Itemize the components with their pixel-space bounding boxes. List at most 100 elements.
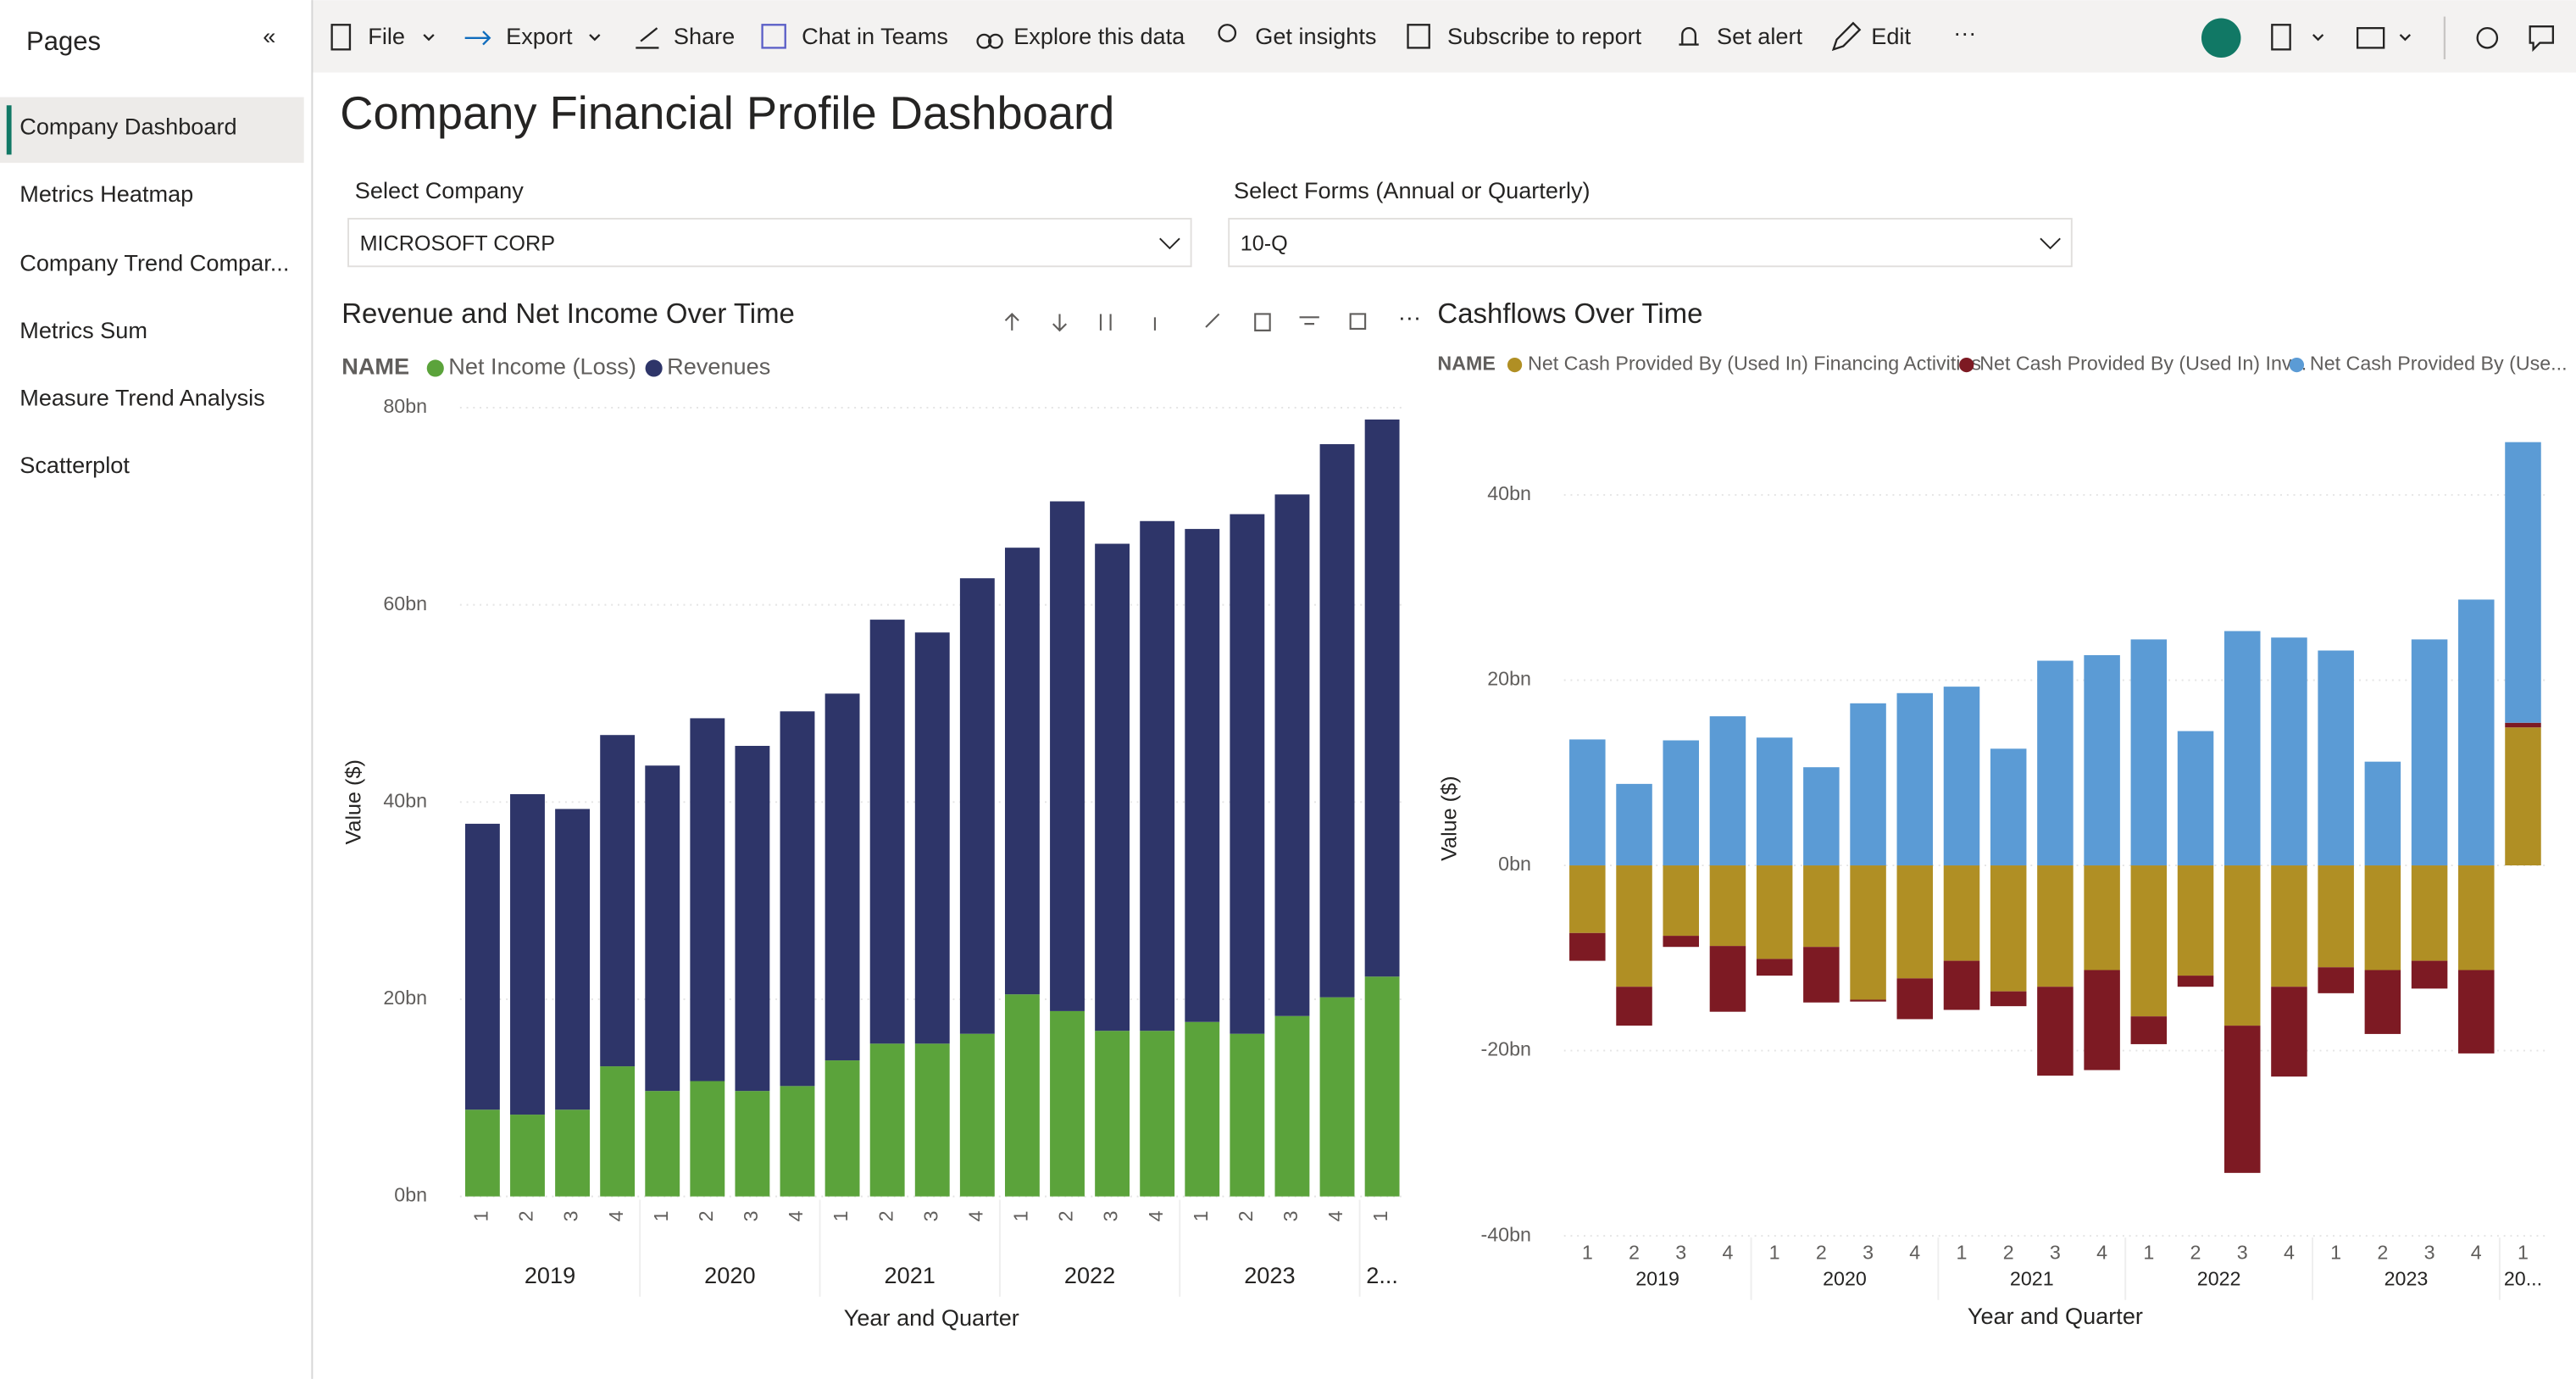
page-link[interactable]: Company Dashboard <box>19 114 236 140</box>
y-tick-label: 0bn <box>1498 853 1531 875</box>
filter-label: Select Forms (Annual or Quarterly) <box>1234 177 1591 203</box>
bar-segment <box>959 578 995 1034</box>
bar-segment <box>1364 419 1400 977</box>
more[interactable]: ··· <box>1398 303 1421 330</box>
bar-segment <box>2411 865 2448 961</box>
bar-segment <box>735 1091 770 1197</box>
y-tick-label: 60bn <box>383 592 427 614</box>
dropdown-value: 10-Q <box>1241 232 1288 256</box>
bar-segment <box>2084 654 2120 866</box>
bar-segment <box>2223 631 2261 866</box>
x-tick-label: 1 <box>1010 1210 1032 1221</box>
bar-segment <box>600 1066 636 1197</box>
visual-header <box>1004 312 1367 332</box>
legend-label: Net Income (Loss) <box>448 353 636 380</box>
legend-label: Net Cash Provided By (Use... <box>2310 353 2568 375</box>
bar-segment <box>959 1033 995 1197</box>
bar-segment <box>1803 865 1840 948</box>
bar-segment <box>735 746 770 1092</box>
year-label: 20... <box>2504 1268 2542 1290</box>
x-axis-title: Year and Quarter <box>844 1304 1019 1331</box>
dropdown[interactable] <box>347 218 1192 268</box>
bar-segment <box>690 718 725 1082</box>
collapse[interactable]: « <box>263 23 275 49</box>
toolbar-button[interactable]: Chat in Teams <box>802 23 948 49</box>
x-tick-label: 3 <box>1675 1242 1686 1264</box>
bar-segment <box>1663 936 1699 948</box>
bar-segment <box>1990 991 2027 1007</box>
bar-segment <box>1319 997 1355 1197</box>
bar-segment <box>1004 548 1040 995</box>
year-label: 2021 <box>2010 1268 2054 1290</box>
bar-segment <box>555 1109 591 1197</box>
subscribe-icon <box>1407 24 1430 49</box>
bar-segment <box>2037 865 2074 987</box>
bar-segment <box>914 1043 950 1197</box>
bar-segment <box>869 620 905 1044</box>
sidebar-title: Pages <box>26 26 101 56</box>
x-tick-label: 1 <box>830 1210 852 1221</box>
view-icon <box>2356 26 2385 49</box>
toolbar-button[interactable]: Set alert <box>1717 23 1802 49</box>
y-tick-label: 20bn <box>1487 668 1531 690</box>
x-tick-label: 4 <box>2284 1242 2295 1264</box>
page-link[interactable]: Scatterplot <box>19 452 130 478</box>
page-link[interactable]: Company Trend Compar... <box>19 249 289 275</box>
more[interactable]: ··· <box>1953 19 1976 46</box>
page-link[interactable]: Measure Trend Analysis <box>19 384 264 410</box>
toolbar-button[interactable]: Export <box>506 23 573 49</box>
legend-label: Net Cash Provided By (Used In) Inv... <box>1979 353 2307 375</box>
y-axis-title: Value ($) <box>341 759 365 844</box>
chart-title: Cashflows Over Time <box>1437 297 1702 329</box>
refresh-icon <box>2476 26 2499 49</box>
bar-segment <box>1616 783 1652 866</box>
x-tick-label: 4 <box>964 1210 986 1221</box>
reset-button[interactable] <box>2201 18 2241 58</box>
x-tick-label: 1 <box>1582 1242 1593 1264</box>
bar-segment <box>2130 1016 2168 1044</box>
bar-segment <box>1569 739 1606 866</box>
x-tick-label: 2 <box>515 1210 537 1221</box>
x-tick-label: 4 <box>2471 1242 2482 1264</box>
x-tick-label: 1 <box>1369 1210 1391 1221</box>
dropdown[interactable] <box>1228 218 2073 268</box>
bar-segment <box>1095 543 1130 1031</box>
toolbar-button[interactable]: Get insights <box>1255 23 1376 49</box>
x-tick-label: 3 <box>740 1210 762 1221</box>
year-label: 2020 <box>704 1262 755 1288</box>
toolbar-button[interactable]: File <box>368 23 405 49</box>
bar-segment <box>2130 639 2168 866</box>
bar-segment <box>1850 703 1886 866</box>
report-title: Company Financial Profile Dashboard <box>340 87 1114 139</box>
toolbar-button[interactable]: Edit <box>1871 23 1911 49</box>
x-axis-title: Year and Quarter <box>1968 1303 2143 1329</box>
year-label: 2023 <box>1244 1262 1295 1288</box>
x-tick-label: 3 <box>1863 1242 1874 1264</box>
toolbar-button[interactable]: Subscribe to report <box>1447 23 1642 49</box>
x-tick-label: 3 <box>2424 1242 2435 1264</box>
toolbar-button[interactable]: Share <box>674 23 735 49</box>
toolbar-button[interactable]: Explore this data <box>1013 23 1185 49</box>
bar-segment <box>2037 660 2074 866</box>
page-link[interactable]: Metrics Heatmap <box>19 181 193 207</box>
bar-segment <box>1140 520 1175 1031</box>
y-tick-label: 20bn <box>383 987 427 1009</box>
x-tick-label: 3 <box>2237 1242 2248 1264</box>
bar-segment <box>2458 865 2495 970</box>
bar-segment <box>1050 501 1085 1011</box>
bar-segment <box>824 1060 860 1197</box>
x-tick-label: 2 <box>1235 1210 1257 1221</box>
bar-segment <box>1896 692 1934 866</box>
chevron <box>2040 237 2061 250</box>
bar-segment <box>2505 442 2541 723</box>
chevrons <box>423 34 601 42</box>
chart-title: Revenue and Net Income Over Time <box>341 297 795 329</box>
x-tick-label: 1 <box>2330 1242 2341 1264</box>
year-label: 2019 <box>1635 1268 1679 1290</box>
page-link[interactable]: Metrics Sum <box>19 317 147 343</box>
x-tick-label: 2 <box>1816 1242 1827 1264</box>
bar-segment <box>1803 947 1840 1003</box>
x-tick-label: 4 <box>1722 1242 1733 1264</box>
bar-segment <box>1709 865 1746 947</box>
